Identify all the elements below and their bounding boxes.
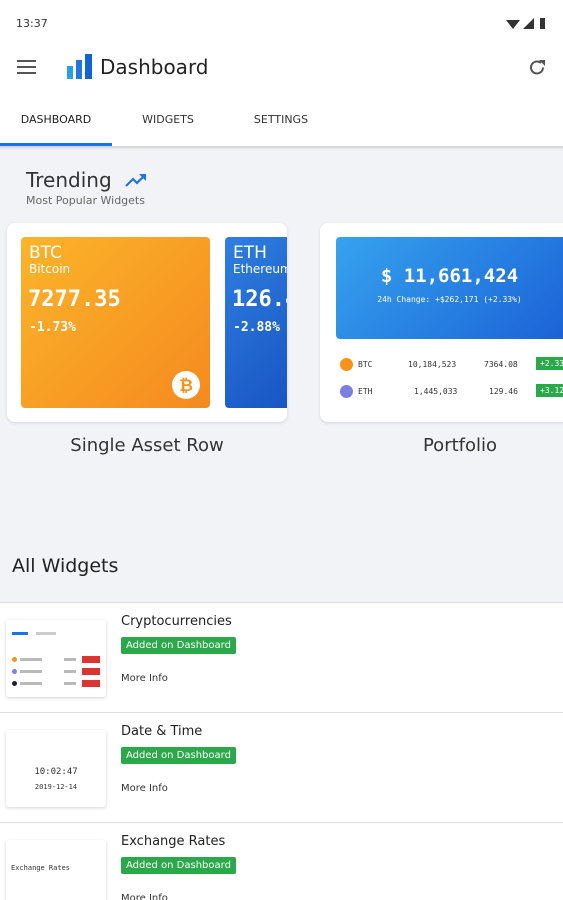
more-info-link[interactable]: More Info bbox=[121, 673, 168, 684]
portfolio-total: $ 11,661,424 bbox=[380, 265, 519, 287]
asset-price: 126.46 bbox=[232, 287, 287, 312]
preview-text: Exchange Rates bbox=[11, 864, 71, 872]
more-info-link[interactable]: More Info bbox=[121, 783, 168, 794]
row-value: 1,445,033 bbox=[414, 387, 458, 396]
portfolio-change: 24h Change: +$262,171 (+2.33%) bbox=[377, 295, 522, 304]
section-title: Trending bbox=[26, 168, 112, 192]
menu-button[interactable] bbox=[17, 59, 37, 75]
asset-tile: ETH Ethereum 126.46 -2.88% bbox=[225, 237, 287, 408]
widget-card[interactable]: BTC Bitcoin 7277.35 -1.73% ₿ ETH Ethereu… bbox=[7, 223, 287, 422]
row-price: 129.46 bbox=[489, 387, 518, 396]
row-price: 7364.08 bbox=[484, 360, 518, 369]
card-label: Single Asset Row bbox=[70, 435, 224, 456]
app-logo bbox=[67, 54, 92, 79]
preview-text: 10:02:47 bbox=[34, 767, 78, 777]
asset-change: -2.88% bbox=[233, 320, 280, 335]
preview-line bbox=[20, 670, 42, 673]
row-change: +2.33% bbox=[536, 357, 563, 370]
widget-badge: Added on Dashboard bbox=[121, 637, 236, 654]
asset-price: 7277.35 bbox=[28, 287, 121, 312]
header bbox=[0, 0, 563, 146]
asset-change: -1.73% bbox=[29, 320, 76, 335]
tab[interactable]: WIDGETS bbox=[142, 113, 194, 126]
btc-icon: ₿ bbox=[172, 371, 200, 399]
svg-text:₿: ₿ bbox=[179, 376, 193, 396]
preview-badge bbox=[82, 668, 100, 675]
row-value: 10,184,523 bbox=[408, 360, 457, 369]
preview-dot bbox=[12, 657, 17, 662]
asset-name: Ethereum bbox=[233, 262, 287, 276]
preview-line bbox=[36, 632, 56, 635]
section-subtitle: Most Popular Widgets bbox=[26, 194, 145, 207]
coin-icon bbox=[340, 385, 353, 398]
preview-line bbox=[12, 632, 28, 635]
status-time: 13:37 bbox=[16, 17, 48, 30]
tab[interactable]: SETTINGS bbox=[253, 113, 309, 126]
app-title: Dashboard bbox=[100, 55, 209, 79]
preview-dot bbox=[12, 681, 17, 686]
preview-badge bbox=[82, 680, 100, 687]
widget-card[interactable]: $ 11,661,424 24h Change: +$262,171 (+2.3… bbox=[320, 223, 563, 422]
portfolio-header: $ 11,661,424 24h Change: +$262,171 (+2.3… bbox=[336, 237, 563, 339]
widget-preview bbox=[6, 840, 106, 900]
widget-preview bbox=[6, 730, 106, 807]
widget-badge: Added on Dashboard bbox=[121, 857, 236, 874]
refresh-button[interactable] bbox=[528, 58, 547, 77]
preview-line bbox=[20, 682, 42, 685]
preview-text: 2019-12-14 bbox=[34, 783, 78, 791]
section-title: All Widgets bbox=[12, 555, 119, 577]
preview-dot bbox=[12, 669, 17, 674]
preview-badge bbox=[82, 656, 100, 663]
tab-indicator bbox=[0, 143, 112, 146]
more-info-link[interactable]: More Info bbox=[121, 893, 168, 900]
preview-line bbox=[64, 670, 76, 673]
preview-line bbox=[64, 658, 76, 661]
asset-tile: BTC Bitcoin 7277.35 -1.73% ₿ bbox=[21, 237, 210, 408]
row-change: +3.12% bbox=[536, 384, 563, 397]
card-label: Portfolio bbox=[422, 435, 498, 456]
preview-line bbox=[64, 682, 76, 685]
widget-title: Date & Time bbox=[121, 724, 203, 739]
asset-symbol: BTC bbox=[29, 243, 62, 263]
shadow bbox=[0, 146, 563, 150]
row-symbol: BTC bbox=[358, 360, 373, 369]
trend-icon bbox=[125, 174, 146, 187]
widget-title: Cryptocurrencies bbox=[121, 614, 232, 629]
tab[interactable]: DASHBOARD bbox=[20, 113, 92, 126]
widget-title: Exchange Rates bbox=[121, 834, 226, 849]
coin-icon bbox=[340, 358, 353, 371]
status-icons bbox=[506, 18, 545, 29]
preview-line bbox=[20, 658, 42, 661]
asset-symbol: ETH bbox=[233, 243, 267, 263]
row-symbol: ETH bbox=[358, 387, 373, 396]
widget-badge: Added on Dashboard bbox=[121, 747, 236, 764]
asset-name: Bitcoin bbox=[29, 262, 71, 276]
